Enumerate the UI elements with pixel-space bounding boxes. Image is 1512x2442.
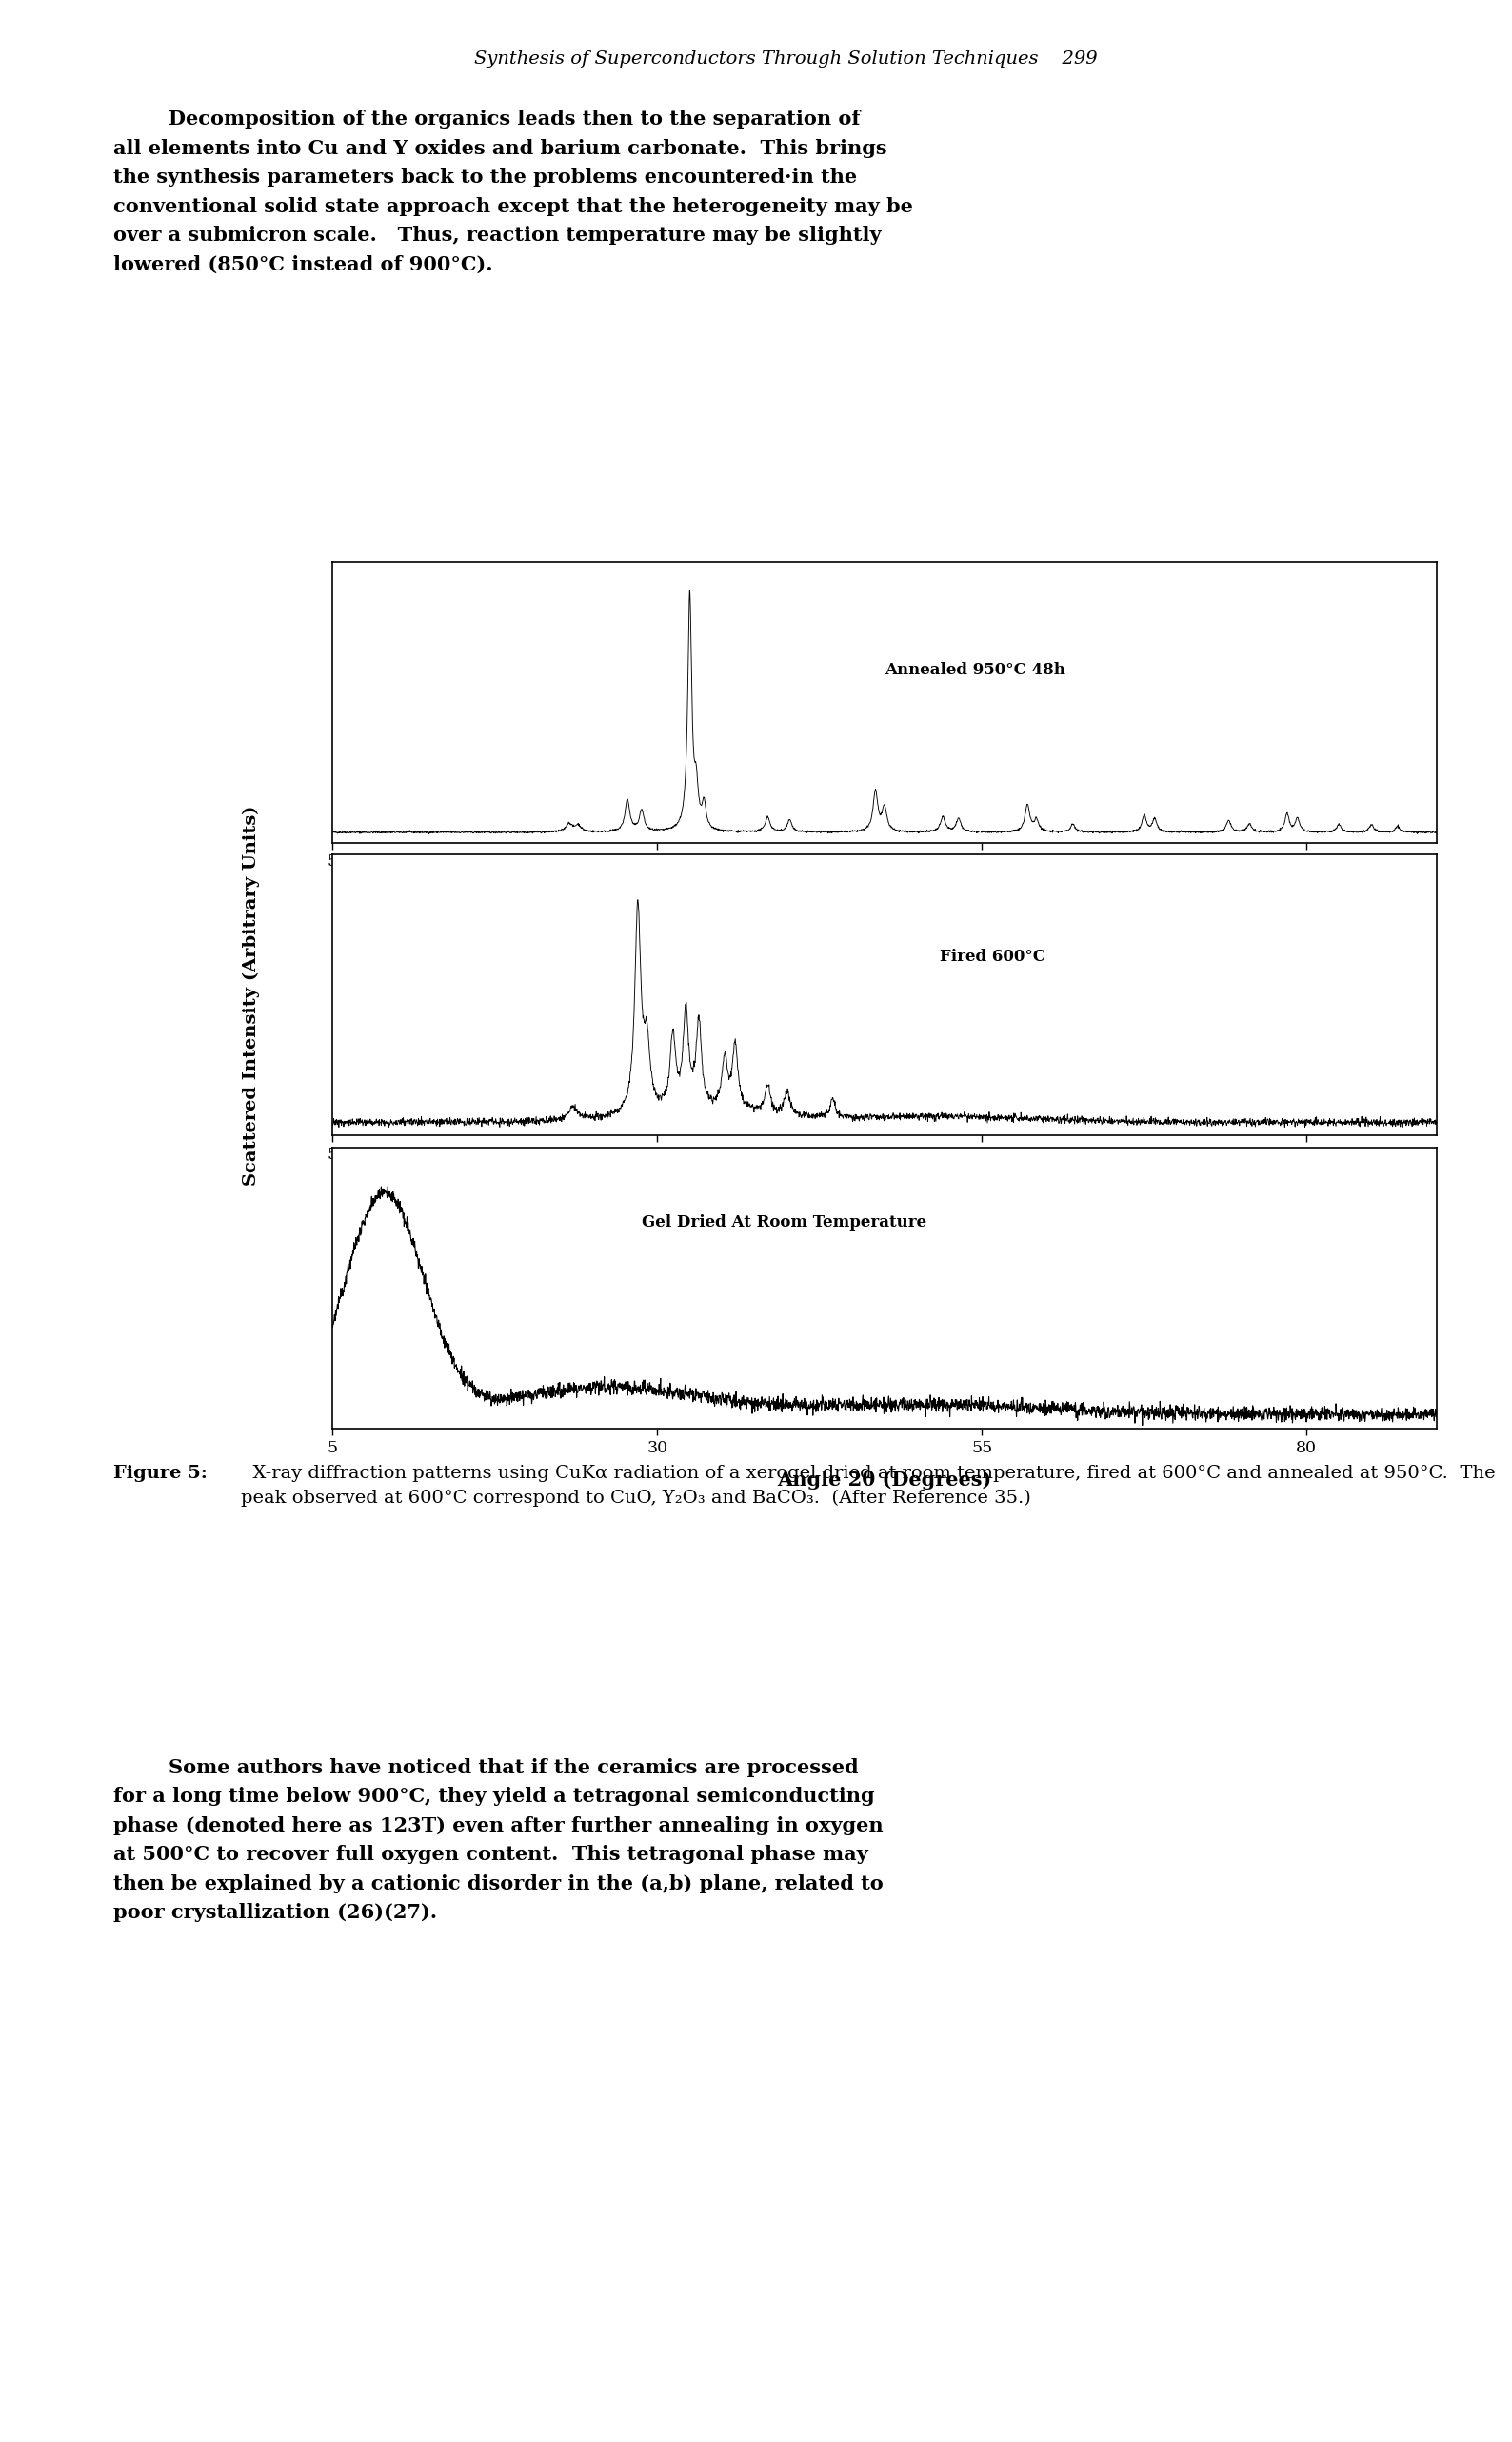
Text: Scattered Intensity (Arbitrary Units): Scattered Intensity (Arbitrary Units) — [242, 806, 260, 1184]
Text: Fired 600°C: Fired 600°C — [939, 950, 1045, 965]
Text: X-ray diffraction patterns using CuKα radiation of a xerogel dried at room tempe: X-ray diffraction patterns using CuKα ra… — [242, 1465, 1495, 1507]
Text: Gel Dried At Room Temperature: Gel Dried At Room Temperature — [641, 1214, 927, 1231]
Text: Some authors have noticed that if the ceramics are processed
for a long time bel: Some authors have noticed that if the ce… — [113, 1758, 883, 1922]
Text: Decomposition of the organics leads then to the separation of
all elements into : Decomposition of the organics leads then… — [113, 110, 913, 274]
Text: Figure 5:: Figure 5: — [113, 1465, 207, 1482]
Text: Annealed 950°C 48h: Annealed 950°C 48h — [885, 662, 1066, 679]
Text: Angle 2θ (Degrees): Angle 2θ (Degrees) — [777, 1470, 992, 1490]
Text: Synthesis of Superconductors Through Solution Techniques    299: Synthesis of Superconductors Through Sol… — [475, 49, 1098, 68]
